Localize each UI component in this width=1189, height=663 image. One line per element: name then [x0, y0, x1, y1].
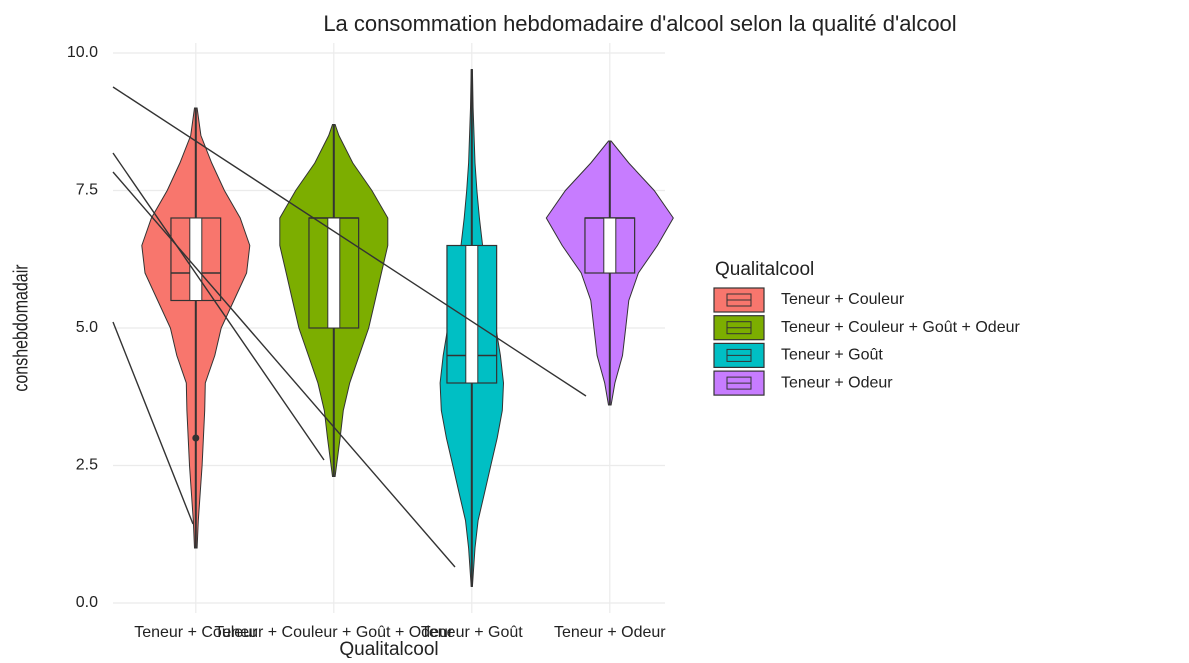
legend-label: Teneur + Odeur — [781, 374, 893, 391]
x-tick-label: Teneur + Odeur — [554, 624, 666, 641]
legend-label: Teneur + Couleur + Goût + Odeur — [781, 319, 1020, 336]
y-tick-label: 7.5 — [76, 182, 98, 199]
legend-label: Teneur + Couleur — [781, 291, 905, 308]
legend: Teneur + Couleur Teneur + Couleur + Goût … — [713, 287, 1020, 396]
inner-box — [603, 217, 617, 274]
y-tick-label: 5.0 — [76, 319, 98, 336]
y-tick-label: 10.0 — [67, 44, 98, 61]
line — [112, 152, 325, 461]
legend-key — [713, 370, 765, 396]
inner-box — [189, 217, 203, 301]
line — [112, 321, 194, 525]
line — [112, 171, 456, 568]
y-tick-label: 0.0 — [76, 594, 98, 611]
trend-lines — [112, 86, 587, 568]
x-axis-label: Qualitalcool — [339, 639, 438, 658]
x-tick-label: Teneur + Goût — [421, 624, 523, 641]
y-tick-label: 2.5 — [76, 457, 98, 474]
inner-box — [465, 245, 479, 384]
y-axis-label: conshebdomadair — [10, 264, 32, 391]
legend-title: Qualitalcool — [715, 259, 814, 280]
chart-title: La consommation hebdomadaire d'alcool se… — [323, 11, 956, 36]
x-tick-label: Teneur + Couleur — [134, 624, 258, 641]
legend-label: Teneur + Goût — [781, 347, 883, 364]
outlier — [192, 434, 200, 442]
line — [112, 86, 587, 397]
x-tick-label: Teneur + Couleur + Goût + Odeur — [214, 624, 453, 641]
